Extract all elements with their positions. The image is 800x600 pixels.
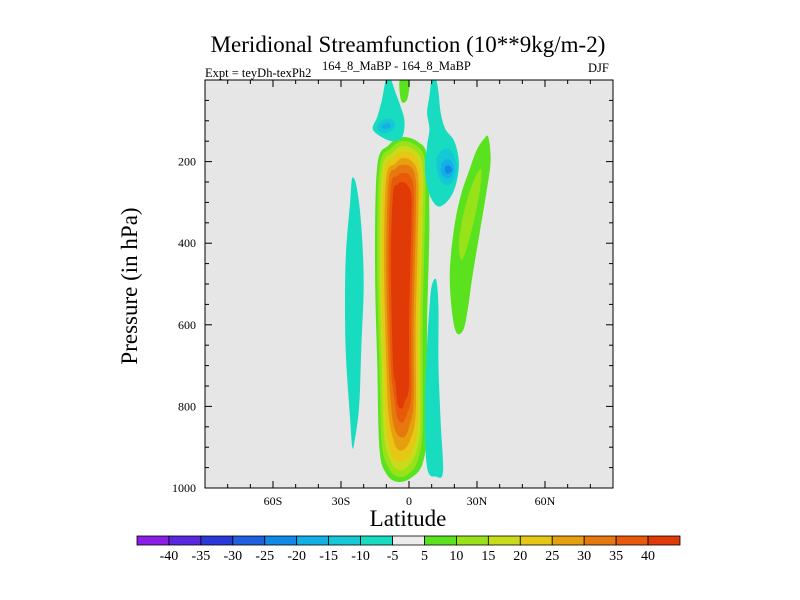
colorbar-swatch <box>519 535 553 546</box>
colorbar-swatch <box>551 535 585 546</box>
nh-positive-core <box>458 169 482 260</box>
x-tick-label: 30S <box>332 494 351 508</box>
y-tick-label: 1000 <box>172 481 196 495</box>
colorbar-label: -35 <box>192 549 211 564</box>
main-positive-cell-level-40 <box>390 182 412 409</box>
x-tick-label: 30N <box>467 494 488 508</box>
experiment-label: Expt = teyDh-texPh2 <box>205 66 311 80</box>
x-tick-label: 60S <box>264 494 283 508</box>
colorbar-swatch <box>328 535 361 546</box>
y-tick-label: 200 <box>178 155 196 169</box>
y-axis-label: Pressure (in hPa) <box>117 207 142 364</box>
colorbar-label: 35 <box>609 549 623 564</box>
colorbar-swatch <box>296 535 330 546</box>
colorbar-swatch <box>392 535 425 546</box>
upper-right-negative-center <box>444 165 453 174</box>
top-left-negative-center <box>381 123 391 130</box>
colorbar-swatch <box>136 535 170 546</box>
colorbar-label: 15 <box>481 549 495 564</box>
colorbar-swatch <box>583 535 617 546</box>
colorbar-label: -10 <box>351 549 370 564</box>
colorbar-swatch <box>168 535 202 546</box>
sh-negative-band <box>344 177 364 449</box>
colorbar-swatch <box>200 535 234 546</box>
x-tick-label: 0 <box>406 494 412 508</box>
colorbar-swatch <box>647 535 681 546</box>
y-tick-label: 600 <box>178 318 196 332</box>
colorbar-label: 40 <box>641 549 655 564</box>
colorbar-label: -25 <box>255 549 274 564</box>
colorbar-swatch <box>487 535 521 546</box>
colorbar-swatch <box>456 535 489 546</box>
colorbar-label: -40 <box>160 549 179 564</box>
lower-right-negative-band <box>424 278 444 478</box>
colorbar-label: 25 <box>545 549 559 564</box>
x-axis: 60S 30S 0 30N 60N <box>204 80 614 508</box>
colorbar: -40 -35 -30 -25 -20 -15 -10 -5 5 10 15 20 25 30 35 40 <box>136 535 681 564</box>
colorbar-label: 20 <box>513 549 527 564</box>
colorbar-swatch <box>232 535 266 546</box>
chart-title: Meridional Streamfunction (10**9kg/m-2) <box>211 32 606 57</box>
colorbar-swatch <box>615 535 649 546</box>
colorbar-label: -20 <box>287 549 306 564</box>
x-tick-label: 60N <box>535 494 556 508</box>
colorbar-label: 30 <box>577 549 591 564</box>
colorbar-label: 5 <box>421 549 428 564</box>
colorbar-swatch <box>264 535 298 546</box>
y-axis: 200 400 600 800 1000 <box>172 79 613 495</box>
colorbar-label: -15 <box>319 549 338 564</box>
colorbar-label: 10 <box>449 549 463 564</box>
colorbar-label: -5 <box>387 549 399 564</box>
plot-area <box>204 79 614 489</box>
y-tick-label: 400 <box>178 236 196 250</box>
experiment-superscript: 164_8_MaBP - 164_8_MaBP <box>322 59 471 73</box>
colorbar-label: -30 <box>223 549 242 564</box>
top-center-positive-cell <box>399 80 410 103</box>
x-axis-label: Latitude <box>370 506 447 531</box>
colorbar-swatch <box>424 535 457 546</box>
season-label: DJF <box>588 61 609 75</box>
y-tick-label: 800 <box>178 399 196 413</box>
colorbar-swatch <box>360 535 393 546</box>
